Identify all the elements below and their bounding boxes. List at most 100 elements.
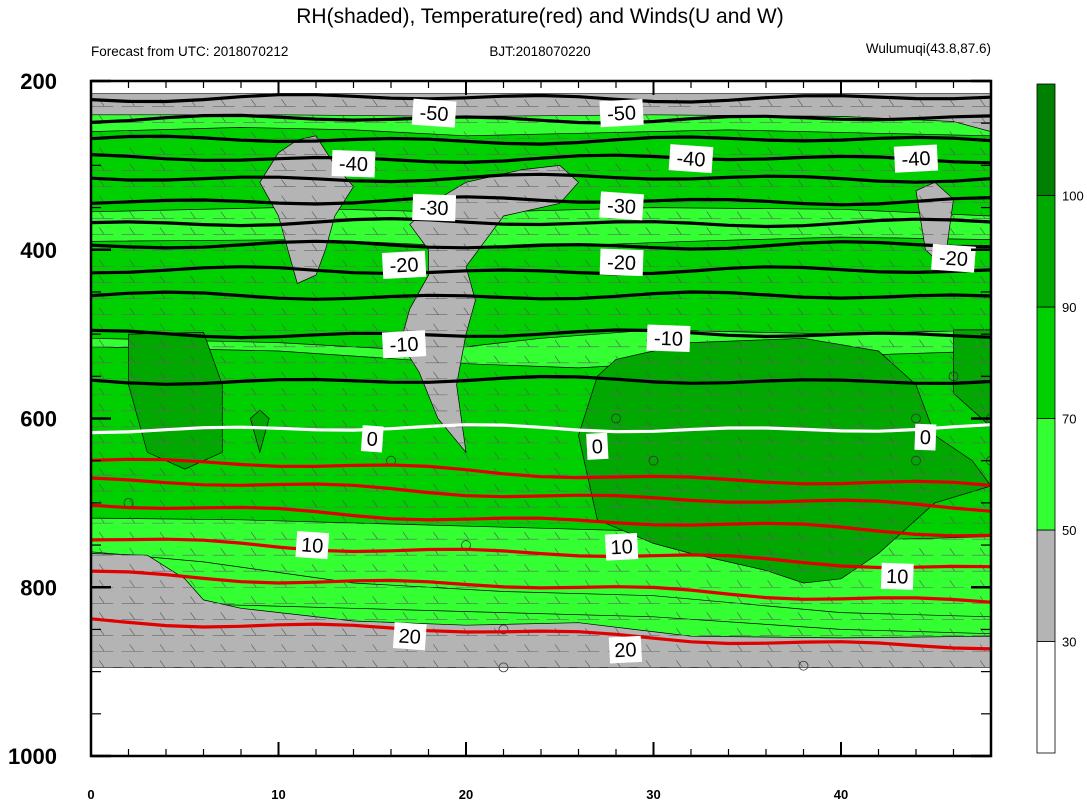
wind-barb (372, 99, 378, 107)
contour-label-box (381, 250, 427, 280)
temperature-contour-line (91, 265, 991, 276)
wind-barb (828, 243, 834, 251)
wind-barb (281, 243, 287, 251)
wind-barb (342, 564, 348, 572)
wind-barb (159, 211, 166, 219)
wind-barb (493, 612, 500, 620)
contour-label-box (412, 193, 457, 222)
wind-barb (554, 275, 561, 283)
wind-barb (463, 564, 469, 572)
colorbar-swatch (1036, 83, 1056, 196)
wind-barb (949, 275, 955, 283)
wind-barb (402, 451, 409, 460)
wind-barb (281, 211, 287, 219)
temperature-contour-line (91, 290, 991, 301)
wind-barb (676, 596, 682, 604)
wind-barb (99, 660, 105, 668)
wind-barb (190, 628, 196, 636)
colorbar-label: 30 (1062, 635, 1076, 650)
wind-barb (129, 403, 135, 412)
wind-barb (767, 660, 773, 668)
contour-label-group: 10 (604, 532, 639, 561)
wind-barb (129, 435, 135, 444)
wind-barb (250, 307, 257, 315)
wind-barb (281, 339, 287, 347)
wind-barb (585, 564, 591, 572)
wind-barb (888, 612, 895, 620)
wind-barb (372, 499, 378, 508)
wind-barb (797, 275, 804, 283)
temperature-contour-line (91, 374, 991, 386)
wind-barb (524, 644, 530, 652)
wind-barb (159, 564, 166, 572)
wind-barb (220, 355, 226, 363)
wind-barb (190, 259, 196, 267)
wind-barb (828, 131, 834, 139)
wind-barb (402, 163, 409, 171)
wind-barb (129, 419, 135, 428)
wind-barb (585, 163, 591, 171)
wind-barb (615, 483, 621, 492)
wind-barb (615, 339, 621, 347)
wind-barb (342, 323, 348, 331)
wind-barb (979, 387, 986, 396)
wind-barb (281, 564, 287, 572)
wind-barb (645, 596, 652, 604)
wind-barb (919, 660, 925, 668)
temperature-contour-line (91, 195, 991, 207)
contour-label-group: 20 (608, 635, 643, 664)
wind-barb (220, 323, 226, 331)
wind-barb (463, 211, 469, 219)
temperature-contour-line (91, 153, 991, 165)
wind-barb (311, 419, 318, 428)
wind-barb (736, 163, 743, 171)
wind-barb (676, 307, 682, 315)
wind-barb (919, 323, 925, 331)
wind-barb (797, 195, 804, 203)
wind-barb (676, 387, 682, 396)
bjt-label: BJT:2018070220 (489, 44, 590, 59)
wind-barb (524, 660, 530, 668)
wind-barb (919, 580, 925, 588)
wind-barb (645, 483, 652, 492)
wind-barb (99, 644, 105, 652)
wind-barb (433, 596, 439, 604)
wind-barb (615, 467, 621, 476)
wind-barb (828, 387, 834, 396)
wind-barb (463, 531, 469, 540)
wind-barb (493, 307, 500, 315)
wind-barb (311, 275, 318, 283)
contour-label-group: -10 (646, 324, 691, 353)
wind-barb (585, 403, 591, 412)
wind-barb (220, 147, 226, 155)
wind-barb (493, 259, 500, 267)
wind-barb (919, 259, 925, 267)
wind-barb (190, 531, 196, 540)
wind-barb (463, 179, 469, 187)
wind-barb (402, 660, 409, 668)
wind-barb (159, 451, 166, 460)
wind-barb (919, 371, 925, 380)
wind-barb (159, 596, 166, 604)
wind-barb (585, 612, 591, 620)
wind-barb (372, 355, 378, 363)
wind-barb (919, 99, 925, 107)
temperature-contour-line (91, 569, 991, 604)
wind-barb (433, 451, 439, 460)
wind-barb (706, 467, 712, 476)
wind-barb (342, 307, 348, 315)
rh-shading (91, 93, 991, 756)
wind-barb (281, 660, 287, 668)
wind-barb (99, 371, 105, 380)
contour-label-box (893, 144, 939, 173)
wind-barb (129, 628, 135, 636)
wind-barb (250, 323, 257, 331)
wind-barb (493, 355, 500, 363)
wind-barb (129, 355, 135, 363)
wind-barb (858, 99, 864, 107)
wind-barb (828, 179, 834, 187)
wind-barb (129, 580, 135, 588)
wind-barb (858, 403, 864, 412)
wind-barb (949, 628, 955, 636)
wind-barb (250, 227, 257, 235)
